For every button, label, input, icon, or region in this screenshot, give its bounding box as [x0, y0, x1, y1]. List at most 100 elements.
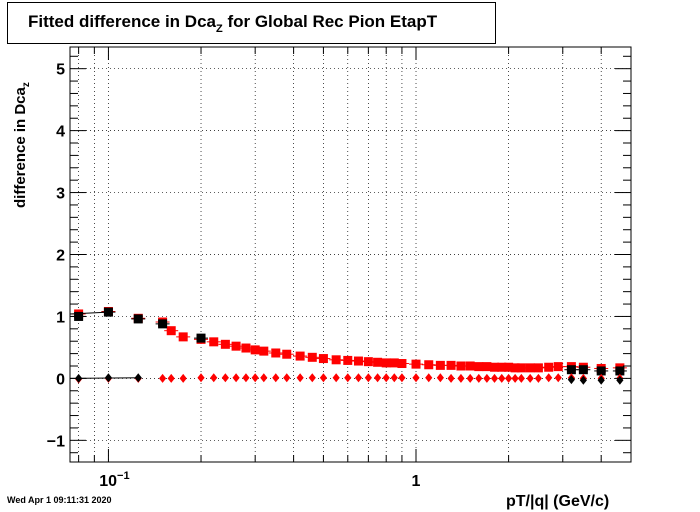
y-axis-label-sub: z [21, 82, 32, 88]
data-point-diamond [221, 373, 229, 383]
y-tick-label: 4 [56, 124, 65, 141]
y-tick-label: 0 [56, 371, 65, 388]
data-point-square [397, 359, 407, 369]
data-point-square [133, 314, 143, 324]
chart-title-subscript: Z [215, 22, 223, 35]
data-point-square [231, 341, 241, 351]
data-point-square [318, 354, 328, 364]
y-tick-label: 5 [56, 62, 65, 79]
data-point-diamond [412, 373, 420, 383]
data-point-square [411, 359, 421, 369]
data-point-square [424, 360, 434, 370]
data-point-square [456, 361, 466, 371]
data-point-square [363, 357, 373, 367]
data-point-diamond [597, 375, 605, 385]
data-point-square [282, 349, 292, 359]
data-point-square [178, 332, 188, 342]
data-point-square [435, 360, 445, 370]
data-point-diamond [251, 373, 259, 383]
data-point-diamond [483, 373, 491, 383]
data-point-diamond [436, 373, 444, 383]
data-point-square [504, 362, 514, 372]
data-point-square [474, 362, 484, 372]
data-point-square [373, 357, 383, 367]
data-point-diamond [447, 373, 455, 383]
data-point-diamond [382, 373, 390, 383]
data-point-diamond [425, 373, 433, 383]
y-tick-label: 1 [56, 309, 65, 326]
data-point-square [271, 348, 281, 358]
series-0 [71, 306, 627, 373]
data-point-diamond [526, 373, 534, 383]
data-point-diamond [534, 373, 543, 383]
chart-title-box: Fitted difference in DcaZ for Global Rec… [7, 2, 496, 44]
data-point-diamond [242, 373, 250, 383]
data-series [69, 306, 627, 385]
data-point-diamond [354, 373, 363, 383]
data-point-square [596, 366, 606, 376]
y-axis-label: difference in Dcaz [12, 82, 32, 208]
data-point-square [490, 362, 500, 372]
data-point-diamond [545, 373, 553, 383]
data-point-diamond [511, 373, 519, 383]
axis-ticks [70, 47, 631, 462]
data-point-diamond [517, 373, 525, 383]
data-point-square [250, 345, 260, 355]
data-point-diamond [167, 373, 175, 383]
chart-title-suffix: for Global Rec Pion EtapT [222, 11, 438, 31]
data-point-diamond [197, 373, 205, 383]
data-point-diamond [398, 373, 406, 383]
data-point-square [389, 358, 399, 368]
data-point-diamond [260, 373, 268, 383]
data-point-square [566, 365, 576, 375]
data-point-square [525, 363, 535, 373]
data-point-diamond [134, 373, 142, 383]
data-point-square [381, 358, 391, 368]
data-point-square [158, 319, 168, 329]
data-point-square [465, 361, 475, 371]
data-point-diamond [498, 373, 506, 383]
grid-lines [70, 47, 631, 462]
data-point-diamond [296, 373, 304, 383]
data-point-square [544, 362, 554, 372]
data-point-square [615, 366, 625, 376]
data-point-square [343, 355, 353, 365]
x-tick-label: 10−1 [99, 470, 129, 490]
data-point-square [578, 365, 588, 375]
data-point-diamond [179, 373, 187, 383]
data-point-diamond [364, 373, 372, 383]
data-point-square [353, 356, 363, 366]
tick-labels: −1 0 1 2 3 4 5 10−1 1 [47, 62, 421, 490]
y-tick-label: −1 [47, 433, 65, 450]
data-point-diamond [466, 373, 474, 383]
data-point-square [241, 343, 251, 353]
data-point-square [307, 352, 317, 362]
data-point-diamond [344, 373, 352, 383]
x-axis-label: pT/|q| (GeV/c) [506, 493, 610, 510]
data-point-diamond [554, 373, 562, 383]
data-point-diamond [332, 373, 340, 383]
data-point-diamond [579, 375, 587, 385]
data-point-square [516, 363, 526, 373]
series-1 [71, 307, 627, 376]
fit-line-square [69, 311, 109, 315]
data-point-square [482, 362, 492, 372]
chart-title: Fitted difference in DcaZ for Global Rec… [28, 12, 437, 35]
data-point-square [259, 346, 269, 356]
data-point-diamond [490, 373, 499, 383]
data-point-square [553, 362, 563, 372]
data-point-diamond [567, 375, 575, 385]
y-tick-label: 3 [56, 186, 65, 203]
data-point-diamond [373, 373, 382, 383]
x-tick-label: 1 [412, 473, 421, 490]
data-point-diamond [390, 373, 398, 383]
data-point-diamond [283, 373, 291, 383]
y-tick-label: 2 [56, 248, 65, 265]
data-point-square [196, 333, 206, 343]
data-point-diamond [457, 373, 465, 383]
data-point-square [446, 360, 456, 370]
data-point-square [533, 363, 543, 373]
data-point-diamond [210, 373, 218, 383]
data-point-diamond [158, 373, 167, 383]
